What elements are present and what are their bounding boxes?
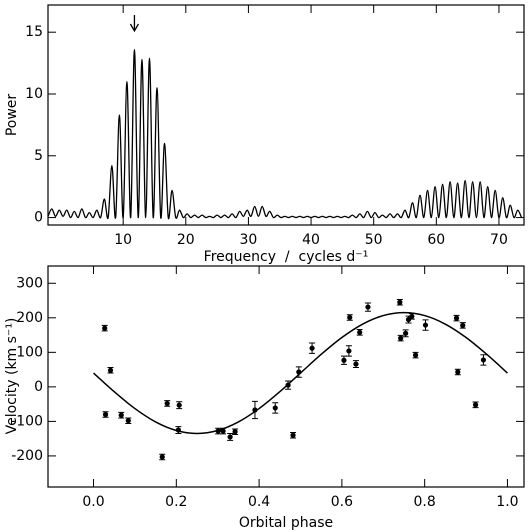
data-point bbox=[365, 304, 371, 310]
data-point bbox=[353, 361, 359, 367]
y-axis-title: Velocity (km s⁻¹) bbox=[4, 318, 20, 435]
data-point bbox=[480, 357, 487, 363]
y-tick-label: 15 bbox=[25, 24, 43, 40]
x-tick-label: 1.0 bbox=[496, 494, 518, 510]
x-tick-label: 70 bbox=[490, 232, 508, 248]
x-tick-label: 50 bbox=[365, 232, 383, 248]
y-axis-title: Power bbox=[4, 94, 20, 137]
x-tick-label: 0.8 bbox=[414, 494, 436, 510]
y-tick-label: 0 bbox=[34, 210, 43, 226]
peak-arrow-head bbox=[129, 23, 139, 33]
data-point bbox=[472, 402, 479, 408]
data-point bbox=[176, 402, 182, 408]
data-point bbox=[398, 335, 404, 341]
x-tick-label: 0.2 bbox=[165, 494, 187, 510]
x-tick-label: 10 bbox=[114, 232, 132, 248]
y-tick-label: 300 bbox=[16, 275, 43, 291]
y-tick-label: 5 bbox=[34, 148, 43, 164]
data-point bbox=[215, 428, 221, 434]
data-point bbox=[309, 345, 315, 351]
data-point bbox=[102, 411, 109, 418]
y-tick-label: 10 bbox=[25, 86, 43, 102]
data-point bbox=[341, 357, 347, 363]
data-point bbox=[164, 400, 170, 407]
data-point bbox=[118, 412, 124, 418]
y-tick-label: 200 bbox=[16, 310, 43, 326]
data-point bbox=[347, 314, 353, 321]
x-tick-label: 20 bbox=[177, 232, 195, 248]
data-point bbox=[290, 432, 296, 438]
data-point bbox=[455, 369, 461, 375]
x-tick-label: 0.6 bbox=[331, 494, 353, 510]
data-point bbox=[453, 315, 460, 321]
bottom-frame bbox=[47, 265, 525, 488]
x-tick-label: 60 bbox=[427, 232, 445, 248]
data-point bbox=[175, 427, 181, 433]
x-tick-label: 30 bbox=[240, 232, 258, 248]
data-point bbox=[409, 313, 415, 320]
top-frame bbox=[47, 4, 525, 226]
data-point bbox=[159, 454, 165, 460]
x-axis-title: Orbital phase bbox=[239, 515, 333, 531]
data-point bbox=[346, 348, 352, 354]
periodogram-line bbox=[47, 48, 523, 220]
data-point bbox=[107, 367, 114, 373]
data-point bbox=[422, 322, 429, 328]
x-axis-title: Frequency / cycles d⁻¹ bbox=[204, 249, 369, 265]
y-tick-label: 0 bbox=[34, 379, 43, 395]
data-point bbox=[460, 322, 466, 328]
data-point bbox=[397, 299, 403, 305]
data-point bbox=[296, 369, 302, 375]
y-tick-label: -200 bbox=[11, 448, 43, 464]
data-point bbox=[220, 428, 226, 434]
data-point bbox=[272, 405, 278, 411]
x-tick-label: 0.4 bbox=[248, 494, 270, 510]
y-tick-label: 100 bbox=[16, 344, 43, 360]
data-point bbox=[357, 329, 363, 335]
data-point bbox=[285, 382, 291, 388]
data-point bbox=[102, 325, 108, 331]
data-point bbox=[403, 330, 409, 336]
data-point bbox=[252, 407, 258, 413]
data-point bbox=[412, 352, 419, 358]
data-point bbox=[232, 429, 238, 435]
data-point bbox=[227, 434, 233, 440]
data-point bbox=[125, 418, 131, 424]
x-tick-label: 0.0 bbox=[82, 494, 104, 510]
x-tick-label: 40 bbox=[302, 232, 320, 248]
data-point bbox=[405, 316, 412, 323]
y-tick-label: -100 bbox=[11, 413, 43, 429]
